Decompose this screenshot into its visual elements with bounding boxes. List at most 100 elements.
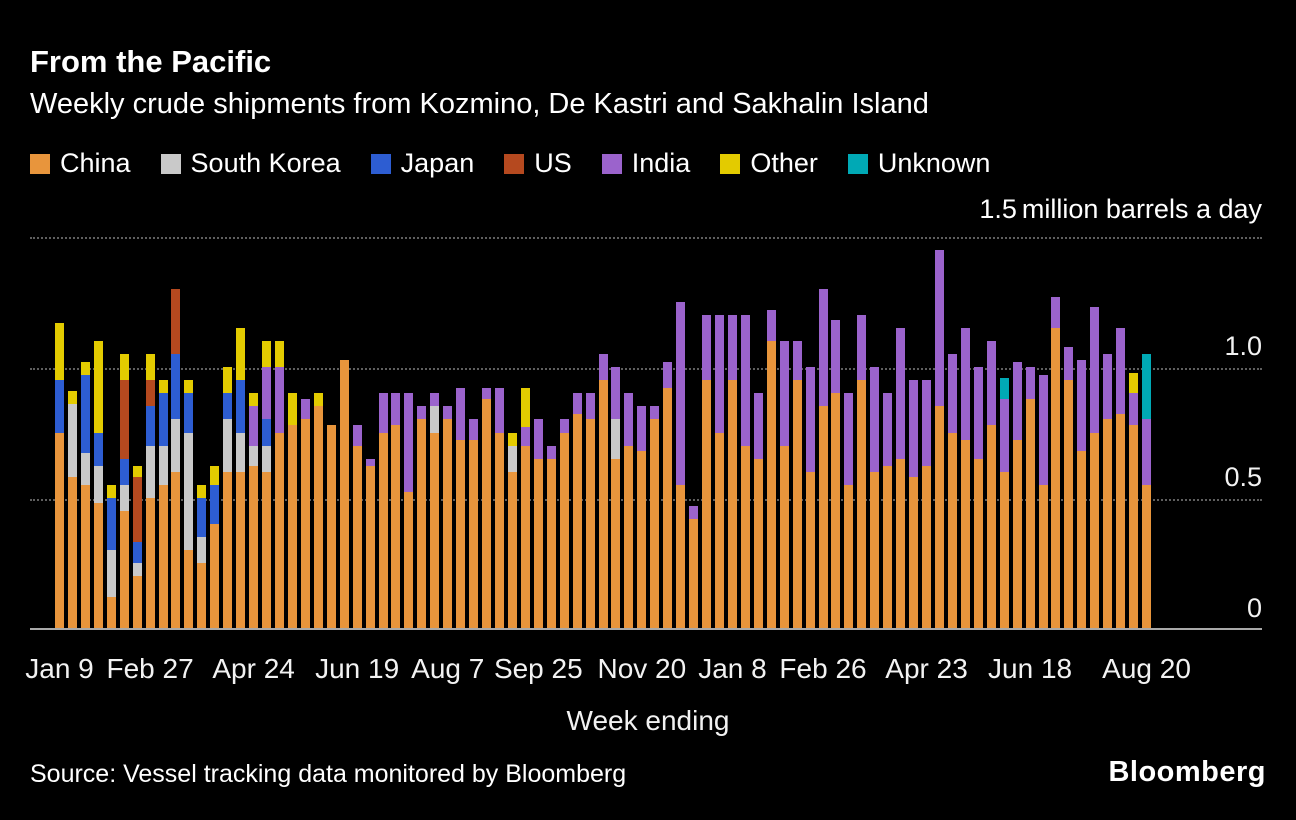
bar-segment-india [520, 427, 530, 446]
bar-segment-china [456, 440, 466, 628]
bar-week-69 [935, 237, 944, 628]
bar-segment-china [93, 502, 103, 628]
bar-segment-china [870, 471, 880, 628]
bar-segment-south-korea [158, 445, 168, 485]
bar-week-31 [443, 237, 453, 628]
bar-segment-china [999, 471, 1009, 628]
bar-segment-china [378, 432, 388, 628]
gridline-1-5 [30, 237, 1262, 239]
bar-segment-china [805, 471, 815, 628]
bar-segment-china [184, 549, 194, 628]
plot-area: 1.0 0.5 0 [30, 237, 1262, 630]
bar-segment-india [262, 367, 272, 420]
bar-segment-other [67, 390, 77, 404]
x-tick-feb-27: Feb 27 [106, 653, 194, 684]
bar-segment-other [158, 380, 168, 394]
us-swatch-icon [504, 153, 525, 174]
bar-week-81 [1090, 237, 1100, 628]
bar-segment-china [158, 484, 168, 628]
bar-segment-japan [80, 375, 90, 454]
bar-segment-china [598, 380, 608, 628]
bar-week-62 [844, 237, 854, 628]
bar-segment-south-korea [507, 445, 517, 472]
bar-segment-china [443, 419, 453, 628]
bar-segment-other [184, 380, 194, 394]
chart-subtitle: Weekly crude shipments from Kozmino, De … [30, 88, 929, 120]
bar-week-12 [197, 237, 207, 628]
bar-week-47 [650, 237, 660, 628]
bar-week-9 [158, 237, 168, 628]
bar-segment-china [792, 380, 802, 628]
bar-week-27 [391, 237, 401, 628]
bar-segment-india [495, 388, 504, 433]
bar-week-83 [1116, 237, 1126, 628]
bar-segment-china [896, 458, 906, 628]
bar-segment-us [132, 476, 142, 542]
bar-segment-india [624, 393, 634, 446]
y-tick-0-5: 0.5 [1224, 462, 1262, 492]
bar-segment-china [831, 393, 841, 628]
bar-segment-china [262, 471, 272, 628]
bar-segment-japan [223, 393, 233, 420]
y-axis-unit-label: 1.5 million barrels a day [979, 194, 1262, 225]
bar-week-49 [676, 237, 686, 628]
bar-segment-south-korea [145, 445, 155, 498]
bar-segment-other [93, 341, 103, 433]
bar-week-54 [740, 237, 750, 628]
bar-segment-south-korea [93, 466, 103, 503]
bar-segment-india [391, 393, 401, 425]
bar-segment-india [585, 393, 595, 420]
bar-segment-other [520, 388, 530, 428]
bar-segment-us [119, 380, 129, 459]
bar-segment-india [792, 341, 802, 381]
bar-segment-india [896, 328, 906, 459]
x-tick-apr-24: Apr 24 [212, 653, 295, 684]
bar-segment-china [145, 497, 155, 628]
legend-item-us: US [504, 148, 572, 179]
bar-segment-india [663, 362, 673, 389]
x-axis-title: Week ending [566, 705, 730, 736]
bar-segment-china [1090, 432, 1100, 628]
bar-segment-south-korea [223, 419, 233, 472]
bar-segment-japan [106, 497, 116, 550]
bar-week-4 [93, 237, 103, 628]
bar-segment-china [365, 466, 375, 628]
bar-week-37 [520, 237, 530, 628]
bar-segment-china [171, 471, 181, 628]
bar-week-7 [132, 237, 142, 628]
bar-week-42 [585, 237, 595, 628]
bar-segment-japan [158, 393, 168, 446]
bar-week-29 [417, 237, 427, 628]
bar-week-66 [896, 237, 906, 628]
chart-title: From the Pacific [30, 44, 272, 79]
bar-week-22 [326, 237, 336, 628]
bar-week-82 [1103, 237, 1113, 628]
bar-segment-india [986, 341, 996, 425]
bar-segment-other [210, 466, 220, 485]
bar-week-36 [507, 237, 517, 628]
bar-week-71 [960, 237, 970, 628]
bar-segment-india [831, 320, 841, 394]
bar-week-17 [262, 237, 272, 628]
bar-segment-south-korea [197, 536, 207, 563]
bar-segment-china [779, 445, 789, 628]
bar-segment-india [1025, 367, 1035, 399]
bar-segment-other [197, 484, 207, 498]
bar-segment-china [883, 466, 893, 628]
gridline-1-0 [30, 368, 1262, 370]
bar-week-52 [715, 237, 724, 628]
bar-segment-india [598, 354, 608, 381]
bar-segment-south-korea [67, 403, 77, 477]
bar-segment-china [326, 424, 336, 628]
bar-segment-other [262, 341, 272, 368]
bar-segment-china [715, 432, 724, 628]
bar-week-56 [766, 237, 776, 628]
bar-week-15 [236, 237, 246, 628]
bar-segment-south-korea [184, 432, 194, 550]
bar-segment-south-korea [80, 453, 90, 485]
bar-segment-japan [119, 458, 129, 485]
bar-segment-india [430, 393, 440, 407]
legend-label-japan: Japan [400, 148, 475, 178]
bar-segment-india [909, 380, 919, 477]
bar-segment-india [352, 424, 362, 446]
